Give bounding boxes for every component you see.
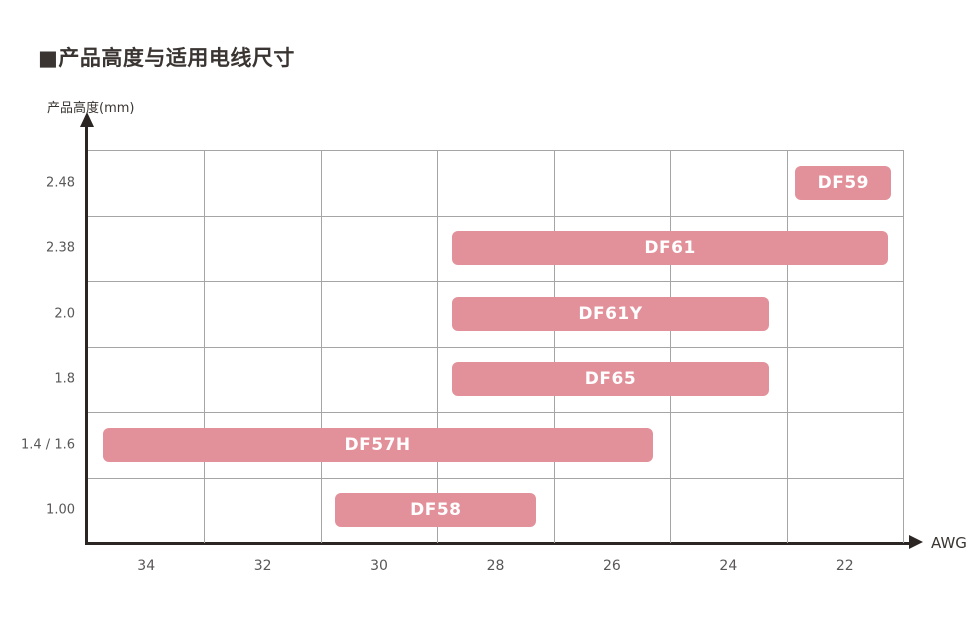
page-title: ■产品高度与适用电线尺寸 <box>38 46 295 70</box>
vertical-gridline <box>553 150 555 543</box>
x-tick-label: 34 <box>137 558 156 574</box>
product-bar-label: DF59 <box>817 172 870 193</box>
vertical-gridline <box>903 150 904 543</box>
x-tick-label: 32 <box>253 558 272 574</box>
product-bar-label: DF61 <box>644 238 696 259</box>
product-bar-label: DF58 <box>410 500 462 521</box>
y-tick-label: 1.8 <box>54 371 75 387</box>
vertical-gridline <box>437 150 439 543</box>
product-bar-df61y: DF61Y <box>451 296 770 331</box>
x-tick-label: 22 <box>835 558 854 574</box>
vertical-gridline <box>786 150 788 543</box>
x-tick-label: 26 <box>603 558 621 574</box>
y-tick-label: 2.0 <box>54 306 75 322</box>
horizontal-gridline <box>88 412 903 413</box>
product-bar-df65: DF65 <box>451 362 770 397</box>
y-axis-line <box>85 124 88 545</box>
horizontal-gridline <box>88 477 903 479</box>
x-axis-arrow-icon <box>909 535 923 549</box>
product-bar-df59: DF59 <box>795 165 892 200</box>
product-bar-label: DF65 <box>584 369 637 390</box>
y-tick-label: 1.4 / 1.6 <box>21 437 75 453</box>
x-tick-label: 24 <box>719 558 738 574</box>
y-tick-label: 2.38 <box>46 240 75 256</box>
horizontal-gridline <box>88 281 903 282</box>
x-axis-line <box>85 542 911 545</box>
product-bar-label: DF61Y <box>578 303 643 324</box>
product-bar-df61: DF61 <box>451 231 889 266</box>
y-axis-title: 产品高度(mm) <box>47 101 135 116</box>
vertical-gridline <box>320 150 322 543</box>
x-axis-unit-label: AWG <box>931 534 967 552</box>
x-tick-label: 28 <box>486 558 505 574</box>
y-axis-arrow-icon <box>79 112 94 127</box>
horizontal-gridline <box>88 150 903 151</box>
product-bar-df58: DF58 <box>335 493 537 528</box>
product-bar-df57h: DF57H <box>102 427 653 462</box>
vertical-gridline <box>670 150 672 543</box>
horizontal-gridline <box>88 346 903 348</box>
horizontal-gridline <box>88 215 903 217</box>
y-tick-label: 2.48 <box>46 175 75 191</box>
x-tick-label: 30 <box>370 558 388 574</box>
y-tick-label: 1.00 <box>46 502 75 518</box>
vertical-gridline <box>204 150 206 543</box>
product-bar-label: DF57H <box>344 434 411 455</box>
